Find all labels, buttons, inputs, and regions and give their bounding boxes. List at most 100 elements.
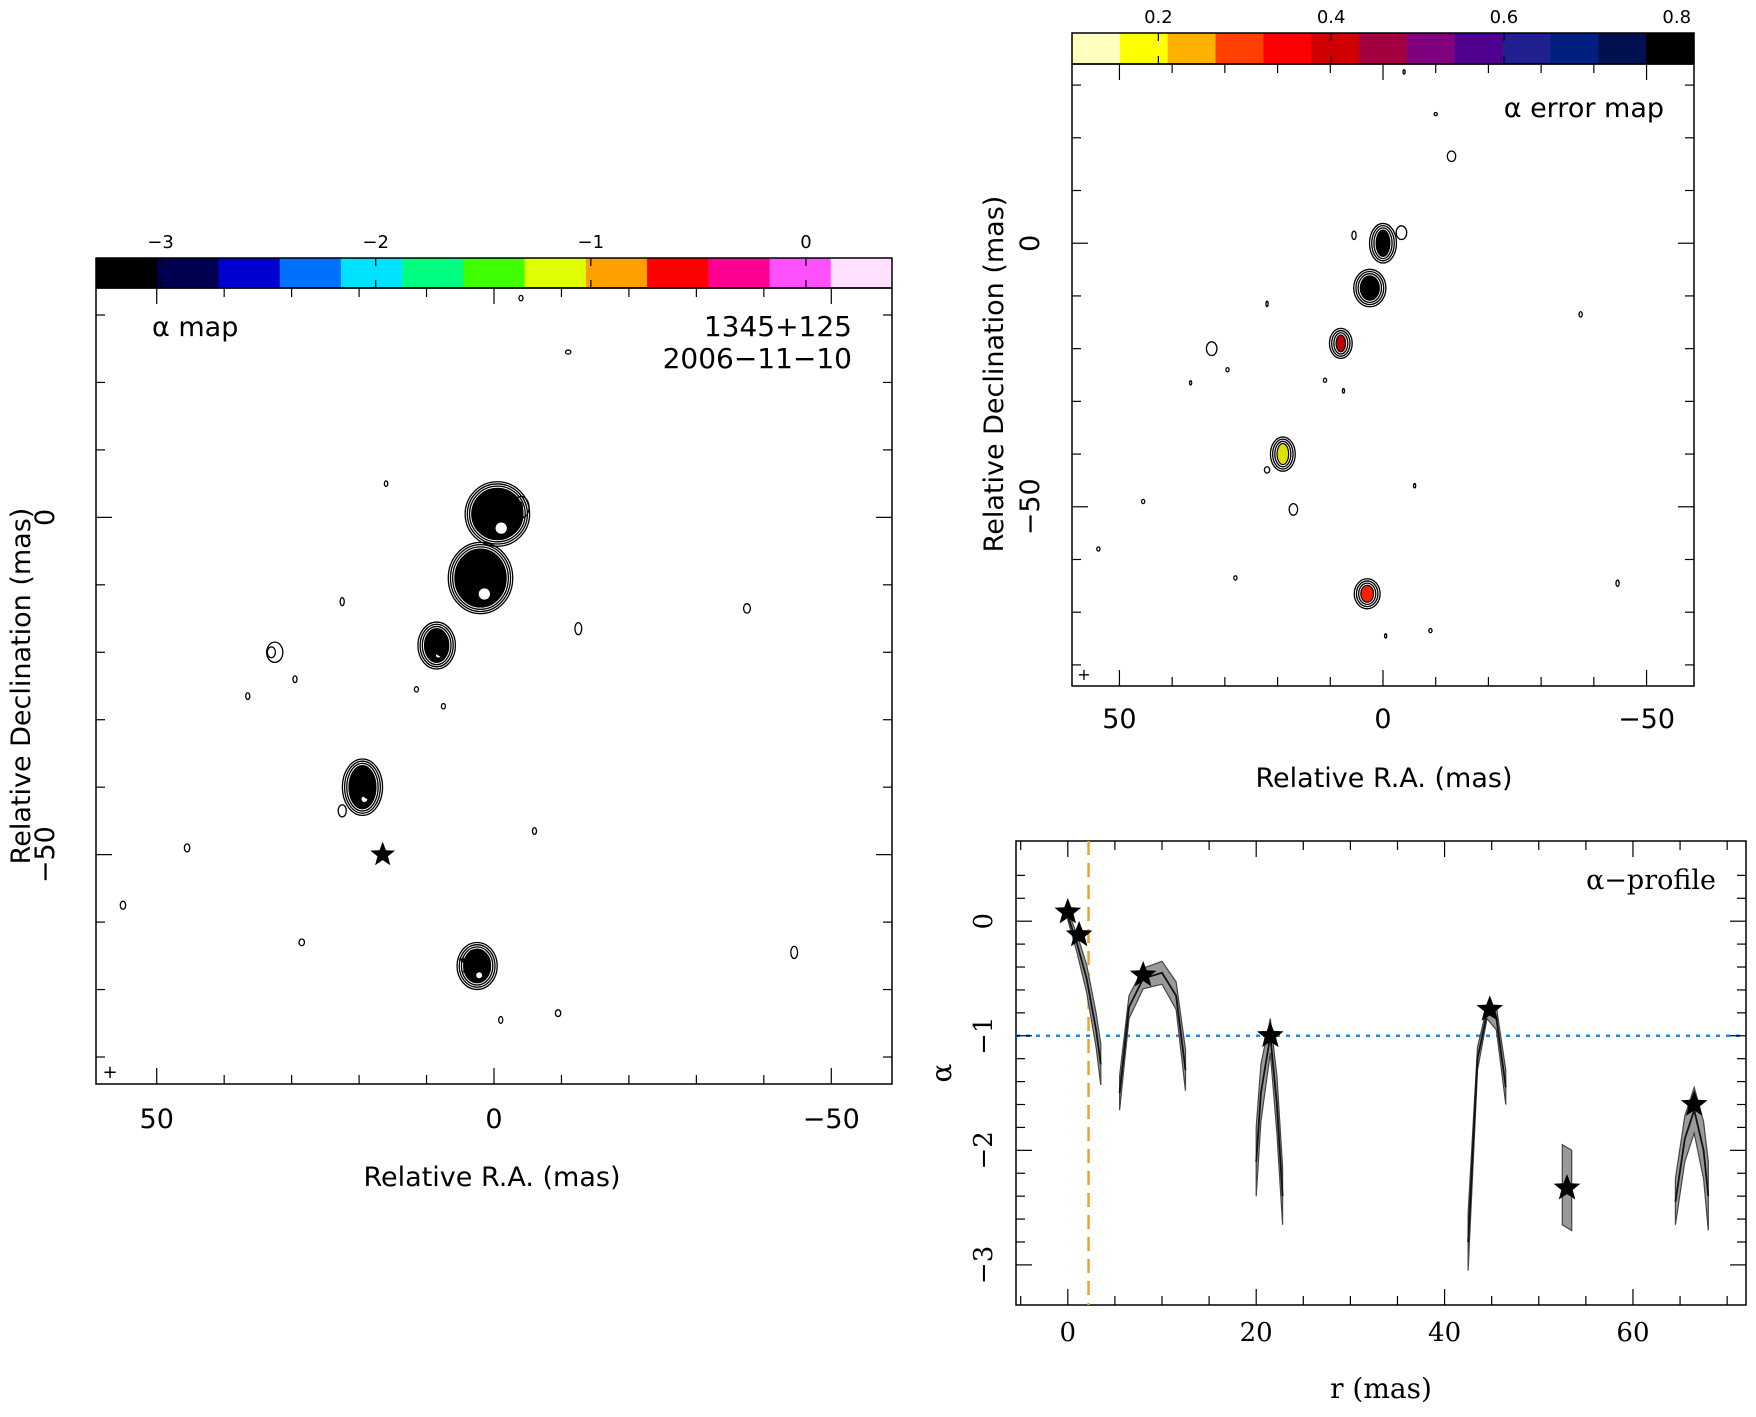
emission-contour [531,827,538,836]
component-contour [346,762,379,812]
emission-contour [1322,377,1328,384]
emission-contour [564,349,572,355]
colorbar-segment [769,258,832,288]
alpha-map-stars [350,635,483,974]
component-contour [1373,227,1393,260]
colorbar-segment [1215,33,1264,64]
emission-contour [440,702,447,710]
component-contour [1353,268,1387,308]
colorbar-tick-label: 0 [800,232,811,253]
colorbar-tick-label: −2 [362,232,389,253]
emission-contour [1225,366,1230,373]
component-core [471,487,524,541]
emission-contour [1428,627,1433,634]
emission-contour [1351,230,1357,241]
colorbar-tick-label: 0.4 [1317,7,1346,28]
error-map-components [1269,222,1398,610]
emission-contour [292,675,298,684]
x-tick-label: 40 [1428,1318,1461,1348]
component-contour [452,546,509,610]
alpha-map-xlabel: Relative R.A. (mas) [364,1162,621,1193]
x-tick-label: 60 [1616,1318,1649,1348]
profile-frame [1015,840,1747,1306]
colorbar-segment [1167,33,1217,64]
component-contour [421,625,452,666]
alpha-colorbar-ticks: −3 −2 −1 0 [147,232,812,288]
emission-contour [266,641,284,664]
emission-contour [518,294,524,302]
component-knot-a [1359,275,1380,301]
component-contour [343,760,381,814]
colorbar-segment [1359,33,1408,64]
component-contour [419,623,454,668]
colorbar-segment [1646,33,1695,64]
profile-ticks: 0 20 40 60 0 −1 −2 −3 [969,841,1746,1348]
emission-contour [1402,69,1406,75]
x-tick-label: 0 [1374,704,1391,735]
emission-contour [1433,111,1438,117]
y-tick-label: −1 [969,1017,999,1055]
emission-contour [1446,150,1457,163]
profile-star-marker [1257,1021,1284,1048]
component-contour [1331,329,1351,357]
colorbar-segment [1072,33,1121,64]
x-tick-label: −50 [803,1104,860,1135]
emission-contour [498,1015,504,1024]
colorbar-segment [1454,33,1504,64]
profile-label: α−profile [1586,865,1716,896]
colorbar-segment [402,258,464,288]
component-contour [1333,332,1349,355]
alpha-map-panel: −3 −2 −1 0 50 0 −50 0 −50 α map 1345+125 2006−1… [6,232,893,1193]
emission-contour [1578,311,1583,318]
component-contour [1269,436,1296,472]
error-map-contours [1096,69,1620,639]
x-tick-label: 50 [140,1104,174,1135]
emission-contour [1140,498,1146,505]
emission-contour [183,843,191,853]
emission-contour [266,646,277,659]
colorbar-segment [830,258,893,288]
colorbar-tick-label: −3 [147,232,174,253]
error-map-frame [1071,63,1695,687]
component-highlight [495,522,507,534]
y-tick-label: 0 [969,913,999,930]
component-contour [458,944,496,988]
y-tick-label: −3 [969,1246,999,1284]
x-tick-label: 0 [1060,1318,1077,1348]
alpha-map-contours [119,294,799,1024]
colorbar-segment [340,258,403,288]
profile-stars [1054,898,1708,1200]
profile-bands [1067,910,1709,1271]
component-contour [1328,327,1353,360]
colorbar-segment [1263,33,1312,64]
emission-contour [1615,579,1620,588]
emission-contour [413,686,420,693]
colorbar-segment [647,258,709,288]
y-tick-label: 0 [30,509,61,526]
emission-contour [1412,482,1417,489]
emission-contour [298,938,306,947]
colorbar-tick-label: −1 [578,232,605,253]
beam-marker: + [102,1062,117,1083]
emission-contour [1288,502,1299,516]
map-star-marker [424,635,449,660]
alpha-map-ylabel: Relative Declination (mas) [6,508,37,865]
emission-contour [337,804,347,818]
error-beam-marker: + [1077,665,1090,684]
profile-series-line [1118,971,1187,1094]
map-star-marker [370,841,396,866]
y-tick-label: −2 [969,1131,999,1169]
x-tick-label: 20 [1240,1318,1273,1348]
emission-contour [383,480,389,487]
x-tick-label: 0 [485,1104,502,1135]
error-map-xlabel: Relative R.A. (mas) [1256,763,1513,794]
colorbar-segment [1311,33,1360,64]
colorbar-segment [1550,33,1599,64]
colorbar-segment [96,258,158,288]
emission-contour [245,692,251,701]
component-contour [1357,273,1383,303]
profile-ylabel: α [925,1063,958,1082]
colorbar-tick-label: 0.2 [1144,7,1173,28]
colorbar-segment [524,258,587,288]
component-highlight [476,972,483,979]
